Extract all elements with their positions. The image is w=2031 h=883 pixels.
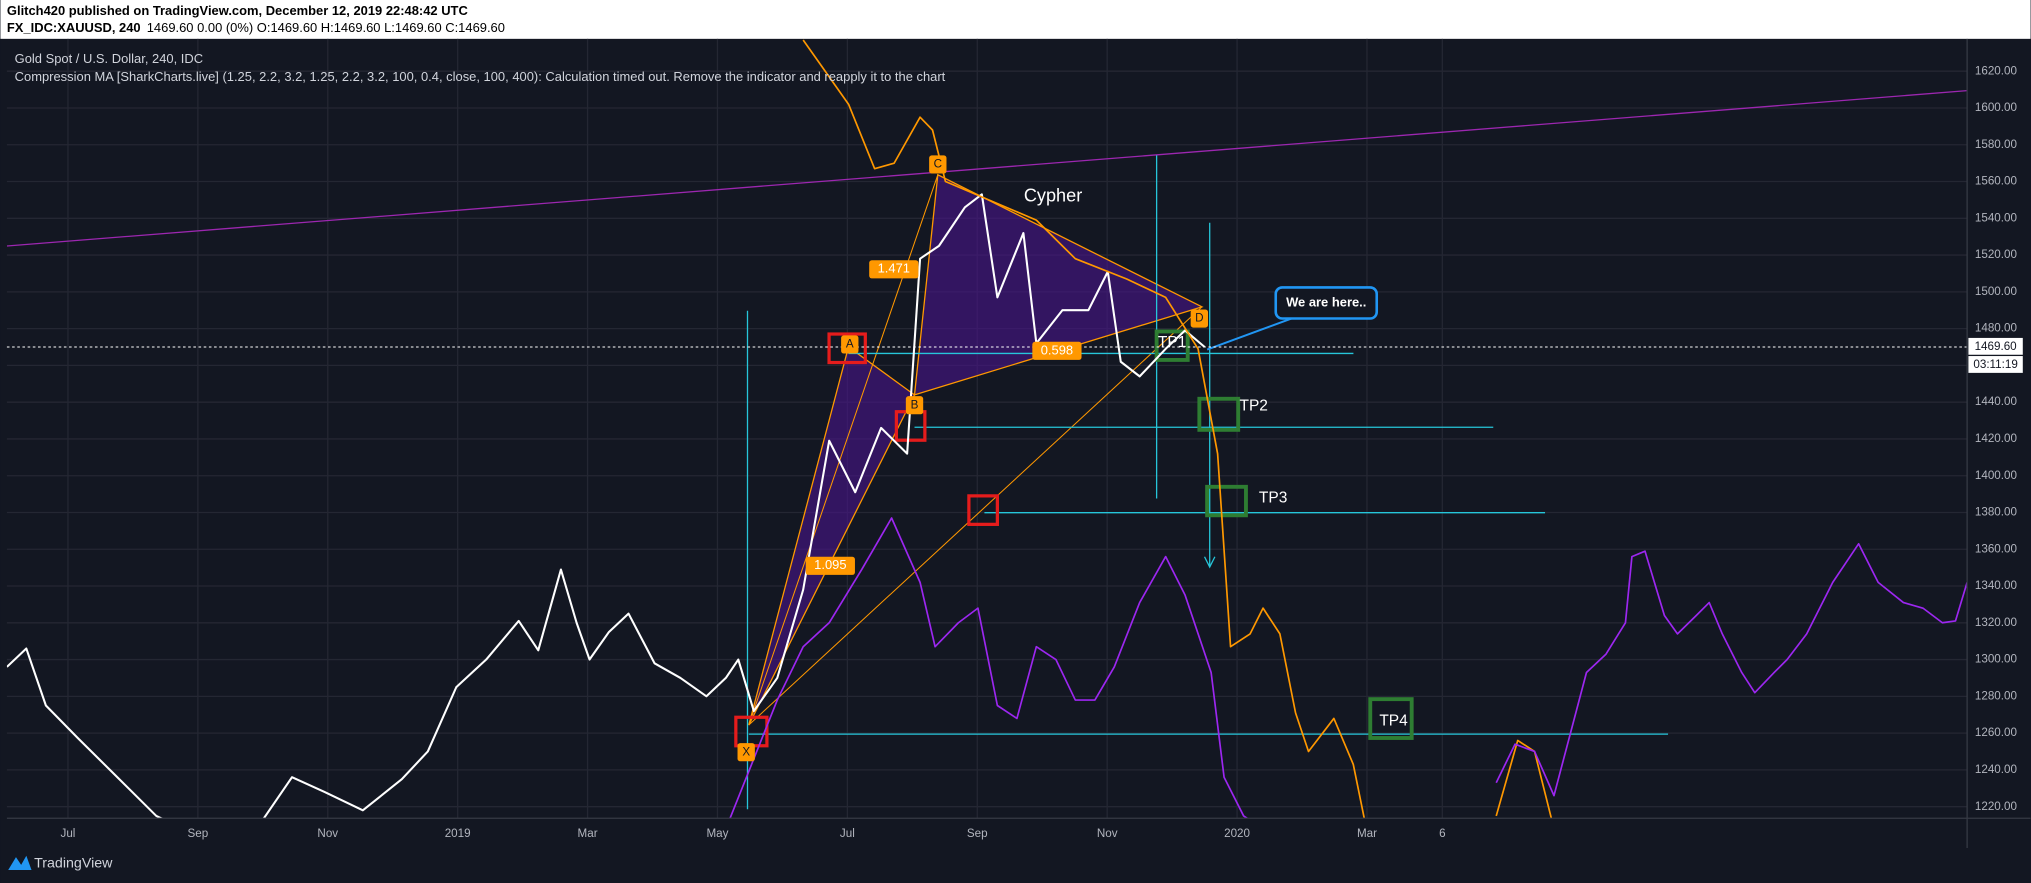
- y-tick-label: 1340.00: [1975, 579, 2018, 592]
- target-box: [1154, 329, 1190, 362]
- annotation: TP3: [1259, 490, 1287, 507]
- x-tick-label: Nov: [1097, 827, 1118, 840]
- y-tick-label: 1320.00: [1975, 616, 2018, 629]
- axes: 1220.00 1240.00 1260.00 1280.00 1300.00 1320.…: [61, 64, 2018, 840]
- y-tick-label: 1240.00: [1975, 763, 2018, 776]
- callout-box: [1274, 286, 1379, 320]
- x-tick-label: May: [706, 827, 728, 840]
- annotation: TP1: [1158, 334, 1186, 351]
- annotation: TP4: [1379, 712, 1408, 729]
- y-tick-label: 1280.00: [1975, 689, 2018, 702]
- annotation-box: [905, 396, 924, 415]
- y-tick-label: 1540.00: [1975, 211, 2018, 224]
- quote: 1469.60 0.00 (0%) O:1469.60 H:1469.60 L:…: [147, 20, 505, 35]
- publisher: Glitch420 published on TradingView.com, …: [7, 3, 468, 18]
- annotation: Cypher: [1024, 186, 1082, 206]
- annotation: X: [742, 745, 750, 758]
- top-bar: [0, 0, 2031, 39]
- annotation: A: [846, 337, 854, 350]
- annotation-box: [841, 335, 859, 354]
- annotation: TP2: [1239, 398, 1267, 415]
- brand: TradingView: [34, 855, 113, 871]
- countdown: 03:11:19: [1973, 358, 2017, 371]
- ticker: FX_IDC:XAUUSD, 240: [7, 20, 141, 35]
- annotations: Cypher We are here.. TP1 TP2 TP3 TP4 X A B C D 1.47…: [737, 155, 1408, 762]
- chart-subtitle: Compression MA [SharkCharts.live] (1.25,…: [15, 69, 946, 84]
- annotation-box: [1032, 341, 1082, 360]
- x-tick-label: Sep: [188, 827, 209, 840]
- annotation: D: [1195, 312, 1203, 325]
- annotation-box: [869, 260, 919, 279]
- annotation-box: [1190, 309, 1209, 328]
- annotation: 1.095: [814, 557, 846, 572]
- countdown-box: [1968, 356, 2023, 373]
- y-tick-label: 1440.00: [1975, 395, 2018, 408]
- y-tick-label: 1360.00: [1975, 542, 2018, 555]
- y-tick-label: 1520.00: [1975, 248, 2018, 261]
- y-tick-label: 1600.00: [1975, 101, 2018, 114]
- zone-box: [827, 332, 867, 365]
- x-tick-label: 6: [1439, 827, 1445, 840]
- x-tick-label: Jul: [61, 827, 76, 840]
- x-tick-label: Jul: [840, 827, 855, 840]
- price-label: 1469.60: [1975, 340, 2018, 353]
- zone-box: [967, 494, 999, 526]
- arrow-head: [1203, 556, 1216, 569]
- price-label-box: [1968, 337, 2023, 355]
- y-tick-label: 1380.00: [1975, 506, 2018, 519]
- annotation: 1.471: [878, 261, 910, 276]
- x-tick-label: 2020: [1224, 827, 1250, 840]
- annotation: C: [934, 158, 942, 171]
- y-tick-label: 1260.00: [1975, 726, 2018, 739]
- annotation-box: [805, 556, 855, 575]
- chart-title: Gold Spot / U.S. Dollar, 240, IDC: [15, 51, 203, 66]
- pattern-line: [748, 306, 1203, 726]
- y-tick-label: 1300.00: [1975, 653, 2018, 666]
- target-box: [1197, 396, 1241, 432]
- x-tick-label: Nov: [317, 827, 338, 840]
- x-tick-label: Mar: [578, 827, 598, 840]
- y-tick-label: 1500.00: [1975, 285, 2018, 298]
- annotation-box: [737, 743, 755, 762]
- annotation: 0.598: [1041, 342, 1073, 357]
- x-tick-label: Mar: [1357, 827, 1377, 840]
- x-tick-label: Sep: [967, 827, 988, 840]
- annotation: We are here..: [1286, 294, 1366, 309]
- y-tick-label: 1580.00: [1975, 138, 2018, 151]
- target-box: [1368, 697, 1414, 740]
- y-tick-label: 1480.00: [1975, 322, 2018, 335]
- trendline: [6, 89, 1968, 247]
- price-line: [802, 39, 1553, 819]
- target-box: [1205, 484, 1248, 518]
- y-tick-label: 1620.00: [1975, 64, 2018, 77]
- annotation-box: [929, 155, 947, 174]
- y-tick-label: 1560.00: [1975, 175, 2018, 188]
- price-line: [729, 517, 1968, 819]
- callout-pointer: [1206, 316, 1296, 351]
- y-tick-label: 1420.00: [1975, 432, 2018, 445]
- logo: [8, 855, 32, 871]
- annotation: B: [911, 398, 919, 411]
- y-tick-label: 1400.00: [1975, 469, 2018, 482]
- y-tick-label: 1220.00: [1975, 800, 2018, 813]
- x-tick-label: 2019: [445, 827, 471, 840]
